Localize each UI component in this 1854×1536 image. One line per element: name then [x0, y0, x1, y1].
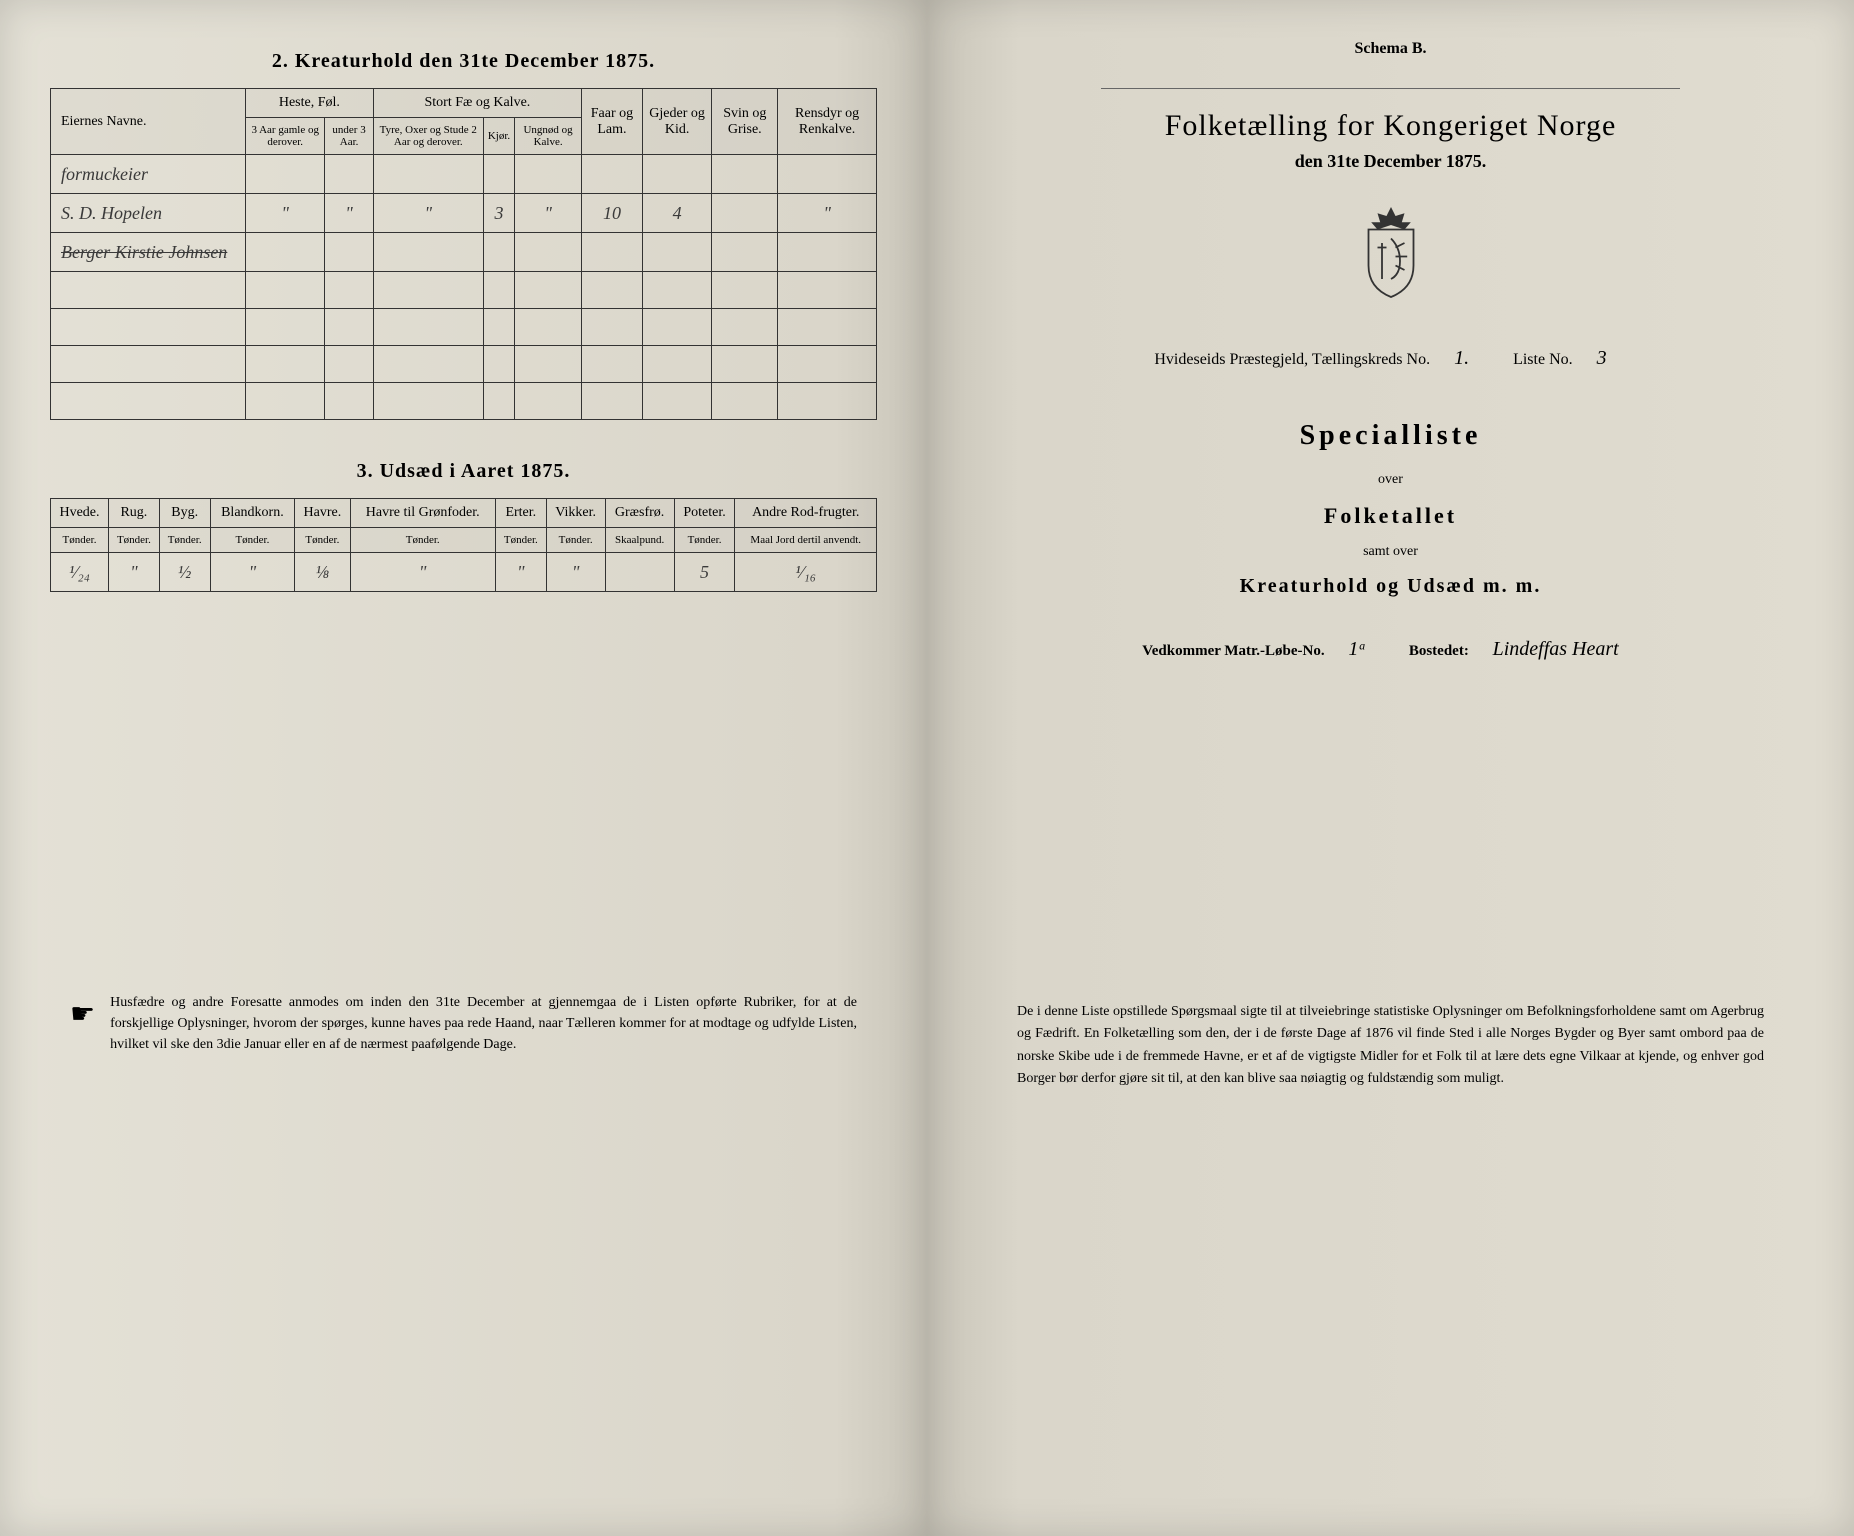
- d9: 5: [674, 553, 735, 592]
- pointer-icon: ☛: [70, 994, 95, 1055]
- unit8: Skaalpund.: [605, 528, 674, 553]
- left-page: 2. Kreaturhold den 31te December 1875. E…: [0, 0, 927, 1536]
- t3c0: Hvede.: [51, 499, 109, 528]
- table2-title: 2. Kreaturhold den 31te December 1875.: [50, 50, 877, 73]
- kreds-no: 1.: [1434, 347, 1489, 369]
- r1c4: 3: [483, 194, 514, 233]
- t3c1: Rug.: [109, 499, 160, 528]
- over1: over: [977, 472, 1804, 488]
- unit10: Maal Jord dertil anvendt.: [735, 528, 877, 553]
- heste-sub1: 3 Aar gamle og derover.: [246, 118, 325, 155]
- unit9: Tønder.: [674, 528, 735, 553]
- r1c8: [712, 194, 778, 233]
- row2-name: Berger Kirstie Johnsen: [51, 233, 246, 272]
- schema-label: Schema B.: [977, 40, 1804, 58]
- d10: ¹⁄₁₆: [735, 553, 877, 592]
- bostedet-label: Bostedet:: [1409, 643, 1469, 659]
- heste-sub2: under 3 Aar.: [325, 118, 373, 155]
- d2: ½: [159, 553, 210, 592]
- liste-label: Liste No.: [1513, 351, 1573, 368]
- d6: ": [495, 553, 546, 592]
- left-footnote-text: Husfædre og andre Foresatte anmodes om i…: [110, 992, 857, 1055]
- vedkommer: Vedkommer Matr.-Løbe-No.: [1142, 643, 1324, 659]
- col-rensdyr: Rensdyr og Renkalve.: [778, 89, 877, 155]
- stort-sub1: Tyre, Oxer og Stude 2 Aar og derover.: [373, 118, 483, 155]
- bostedet-val: Lindeffas Heart: [1473, 638, 1639, 660]
- t3c9: Poteter.: [674, 499, 735, 528]
- unit5: Tønder.: [350, 528, 495, 553]
- unit0: Tønder.: [51, 528, 109, 553]
- r1c7: 4: [642, 194, 712, 233]
- unit3: Tønder.: [210, 528, 295, 553]
- stort-sub3: Ungnød og Kalve.: [515, 118, 582, 155]
- r1c5: ": [515, 194, 582, 233]
- r1c1: ": [246, 194, 325, 233]
- d0: ¹⁄₂₄: [51, 553, 109, 592]
- kreaturhold-table: Eiernes Navne. Heste, Føl. Stort Fæ og K…: [50, 88, 877, 420]
- t3c6: Erter.: [495, 499, 546, 528]
- bottom-line: Vedkommer Matr.-Løbe-No. 1ᵃ Bostedet: Li…: [977, 638, 1804, 661]
- unit7: Tønder.: [546, 528, 605, 553]
- right-footnote: De i denne Liste opstillede Spørgsmaal s…: [977, 1001, 1804, 1091]
- special-title: Specialliste: [977, 420, 1804, 452]
- col-stort: Stort Fæ og Kalve.: [373, 89, 581, 118]
- t3c3: Blandkorn.: [210, 499, 295, 528]
- sub-title: den 31te December 1875.: [977, 151, 1804, 172]
- col-heste: Heste, Føl.: [246, 89, 374, 118]
- liste-no: 3: [1577, 347, 1627, 369]
- crest-icon: [977, 202, 1804, 307]
- divider: [1101, 88, 1680, 89]
- t3c7: Vikker.: [546, 499, 605, 528]
- col-gjeder: Gjeder og Kid.: [642, 89, 712, 155]
- info-line: Hvideseids Præstegjeld, Tællingskreds No…: [977, 347, 1804, 370]
- col-faar: Faar og Lam.: [582, 89, 643, 155]
- unit2: Tønder.: [159, 528, 210, 553]
- unit6: Tønder.: [495, 528, 546, 553]
- d5: ": [350, 553, 495, 592]
- samt: samt over: [977, 544, 1804, 560]
- row1-name: S. D. Hopelen: [51, 194, 246, 233]
- t3c10: Andre Rod-frugter.: [735, 499, 877, 528]
- unit1: Tønder.: [109, 528, 160, 553]
- t3c2: Byg.: [159, 499, 210, 528]
- side-label: formuckeier: [51, 155, 246, 194]
- r1c3: ": [373, 194, 483, 233]
- d4: ⅛: [295, 553, 350, 592]
- r1c6: 10: [582, 194, 643, 233]
- t3c8: Græsfrø.: [605, 499, 674, 528]
- r1c9: ": [778, 194, 877, 233]
- folketallet: Folketallet: [977, 503, 1804, 529]
- right-page: Schema B. Folketælling for Kongeriget No…: [927, 0, 1854, 1536]
- kreatur-line: Kreaturhold og Udsæd m. m.: [977, 575, 1804, 598]
- r1c2: ": [325, 194, 373, 233]
- main-title: Folketælling for Kongeriget Norge: [977, 109, 1804, 143]
- d3: ": [210, 553, 295, 592]
- col-svin: Svin og Grise.: [712, 89, 778, 155]
- info-prefix: Hvideseids Præstegjeld, Tællingskreds No…: [1154, 351, 1430, 368]
- t3c5: Havre til Grønfoder.: [350, 499, 495, 528]
- t3c4: Havre.: [295, 499, 350, 528]
- unit4: Tønder.: [295, 528, 350, 553]
- col-names: Eiernes Navne.: [51, 89, 246, 155]
- d1: ": [109, 553, 160, 592]
- left-footnote-block: ☛ Husfædre og andre Foresatte anmodes om…: [50, 992, 877, 1055]
- d8: [605, 553, 674, 592]
- matr-no: 1ᵃ: [1328, 638, 1386, 660]
- d7: ": [546, 553, 605, 592]
- stort-sub2: Kjør.: [483, 118, 514, 155]
- udsaed-table: Hvede. Rug. Byg. Blandkorn. Havre. Havre…: [50, 498, 877, 592]
- table3-title: 3. Udsæd i Aaret 1875.: [50, 460, 877, 483]
